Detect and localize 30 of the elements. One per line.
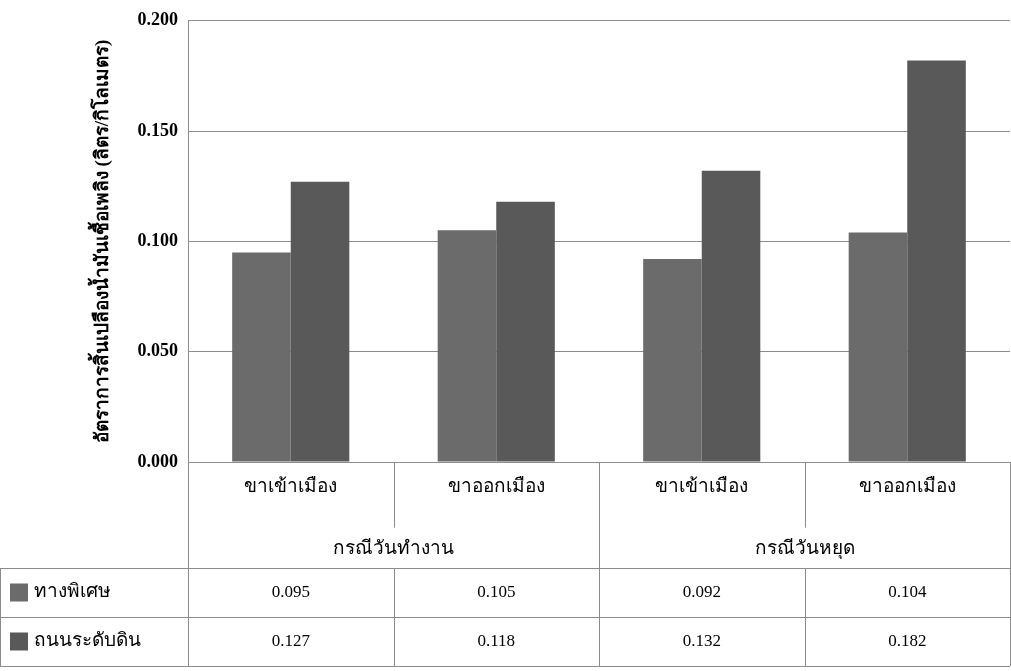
legend-label: ทางพิเศษ <box>34 580 111 602</box>
bar <box>701 170 761 462</box>
data-label: 0.105 <box>477 581 516 601</box>
data-label: 0.092 <box>682 581 721 601</box>
x-tick-label: ขาออกเมือง <box>447 475 545 497</box>
data-label: 0.127 <box>271 630 311 650</box>
bar <box>437 230 497 462</box>
data-label: 0.104 <box>888 581 927 601</box>
bar <box>496 201 555 462</box>
x-tick-label: ขาเข้าเมือง <box>244 475 338 497</box>
text: 0.150 <box>137 119 178 140</box>
bar <box>643 259 702 462</box>
text: 0.100 <box>137 230 178 251</box>
text: กรณีวันหยุด <box>754 536 855 560</box>
data-label: 0.182 <box>888 630 927 650</box>
text: กรณีวันทำงาน <box>333 536 454 558</box>
y-axis-title: อัตราการสิ้นเปลืองน้ำมันเชื้อเพลิง (ลิตร/กิโลเมตร) <box>87 39 114 444</box>
data-label: 0.095 <box>271 581 310 601</box>
x-tick-label: ขาออกเมือง <box>858 475 956 497</box>
legend-label: ถนนระดับดิน <box>34 629 141 651</box>
text: 0.200 <box>137 9 178 30</box>
x-tick-label: ขาเข้าเมือง <box>655 475 749 497</box>
text: 0.050 <box>137 340 178 361</box>
text: 0.000 <box>137 450 178 471</box>
bar <box>907 60 966 462</box>
data-label: 0.132 <box>682 630 721 650</box>
bar <box>290 181 350 462</box>
bar <box>232 252 291 462</box>
bar <box>848 232 908 462</box>
data-label: 0.118 <box>477 630 516 650</box>
